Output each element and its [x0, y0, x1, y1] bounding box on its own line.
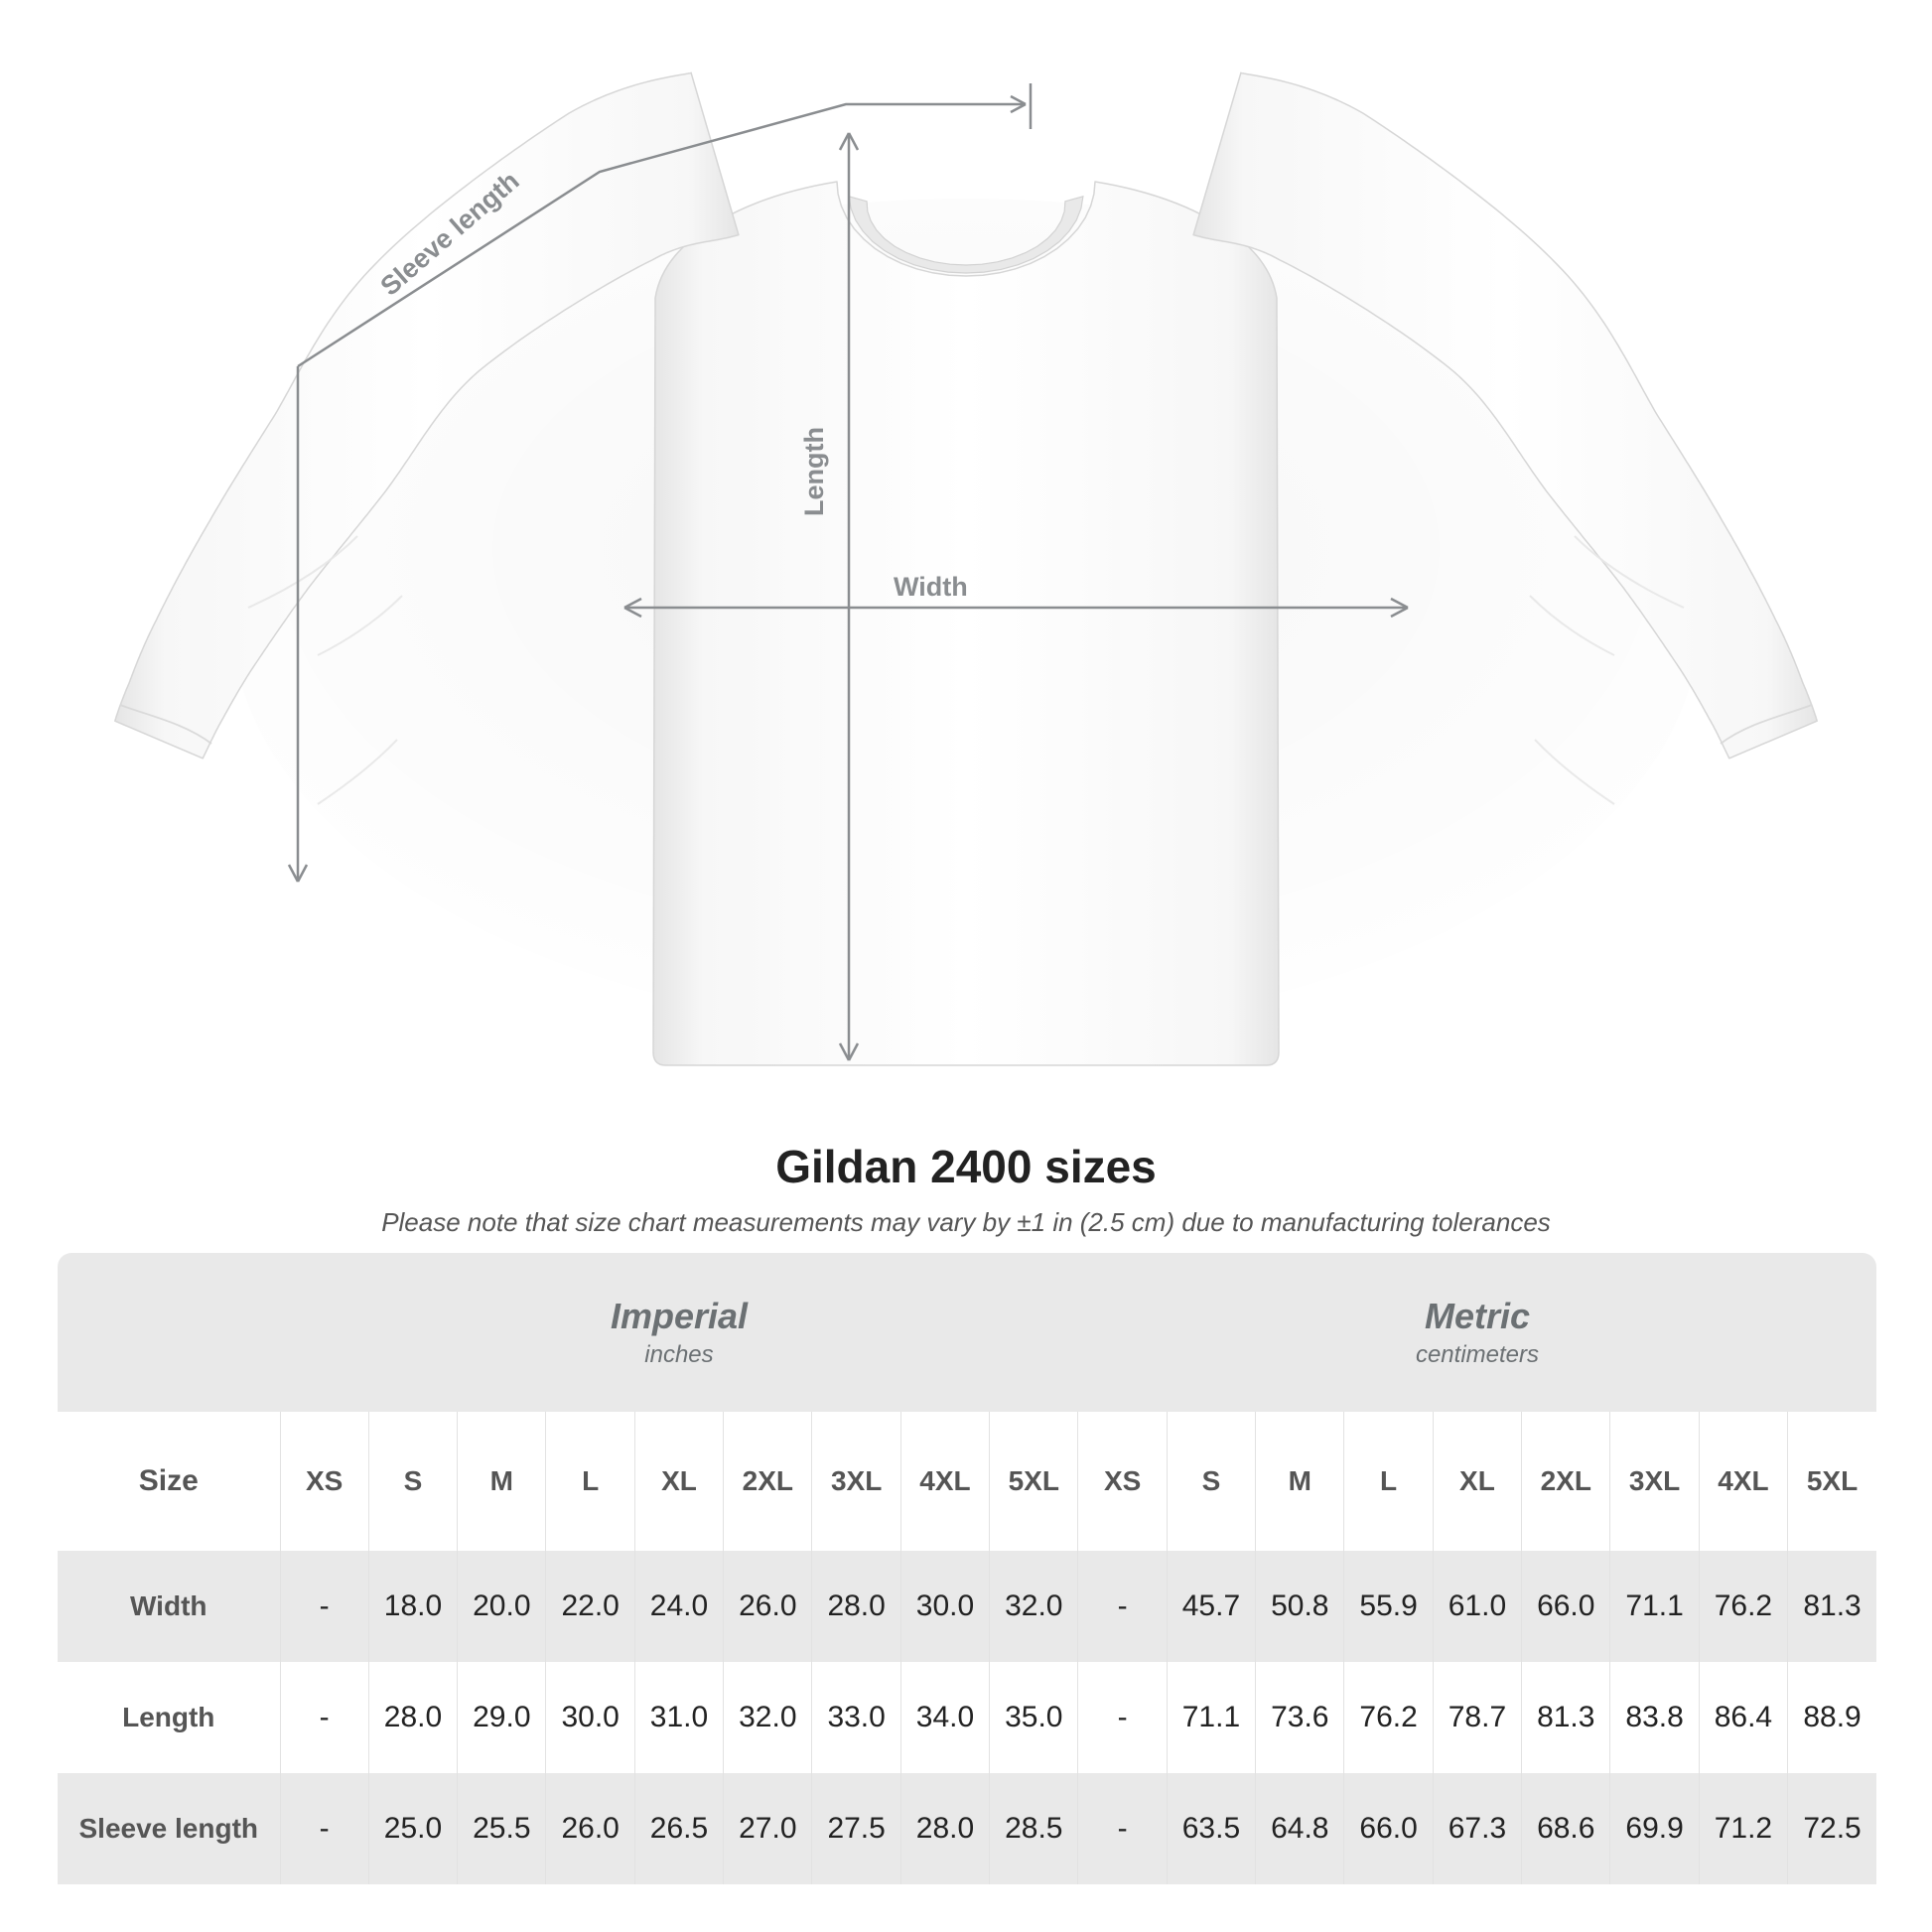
svg-text:Width: Width: [894, 572, 968, 602]
svg-text:Length: Length: [799, 427, 829, 516]
